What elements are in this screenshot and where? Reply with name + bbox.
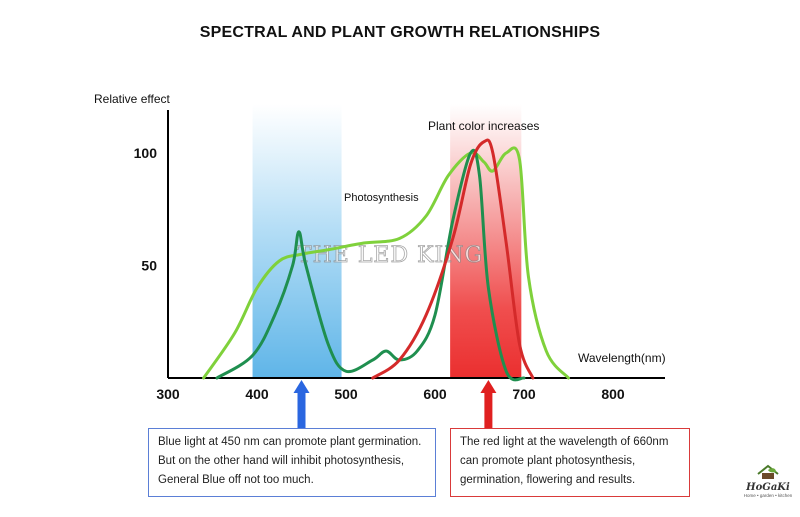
red-light-note: The red light at the wavelength of 660nm… xyxy=(450,428,690,497)
plant-color-annotation: Plant color increases xyxy=(428,119,539,133)
series-line-3 xyxy=(371,138,535,380)
chart-title: SPECTRAL AND PLANT GROWTH RELATIONSHIPS xyxy=(199,24,601,41)
hogaki-logo: HoGaKi Home • garden • kitchen xyxy=(738,464,798,508)
red-note-line: The red light at the wavelength of 660nm xyxy=(460,436,669,448)
house-leaf-icon xyxy=(757,464,779,479)
series-line-1 xyxy=(202,146,570,380)
blue-note-line: Blue light at 450 nm can promote plant g… xyxy=(158,436,422,448)
red-note-line: can promote plant photosynthesis, xyxy=(460,455,636,467)
logo-wordmark: HoGaKi xyxy=(746,482,790,493)
x-tick-label: 800 xyxy=(601,386,625,402)
red-note-line: germination, flowering and results. xyxy=(460,474,636,486)
y-tick-label: 100 xyxy=(134,145,158,161)
blue-note-line: General Blue off not too much. xyxy=(158,474,314,486)
x-tick-label: 500 xyxy=(334,386,358,402)
logo-tagline: Home • garden • kitchen xyxy=(743,493,793,498)
blue-light-note: Blue light at 450 nm can promote plant g… xyxy=(148,428,436,497)
x-tick-label: 600 xyxy=(423,386,447,402)
red-arrow-icon xyxy=(480,380,497,428)
x-tick-label: 400 xyxy=(245,386,269,402)
x-tick-label: 300 xyxy=(156,386,180,402)
watermark-text: THE LED KING xyxy=(297,243,483,268)
y-axis-label: Relative effect xyxy=(94,92,170,106)
series-line-2 xyxy=(215,148,526,382)
photosynthesis-annotation: Photosynthesis xyxy=(344,192,419,204)
x-axis-label: Wavelength(nm) xyxy=(578,351,666,365)
blue-arrow-icon xyxy=(293,380,310,428)
y-tick-label: 50 xyxy=(141,258,157,274)
blue-note-line: But on the other hand will inhibit photo… xyxy=(158,455,405,467)
x-tick-label: 700 xyxy=(512,386,536,402)
